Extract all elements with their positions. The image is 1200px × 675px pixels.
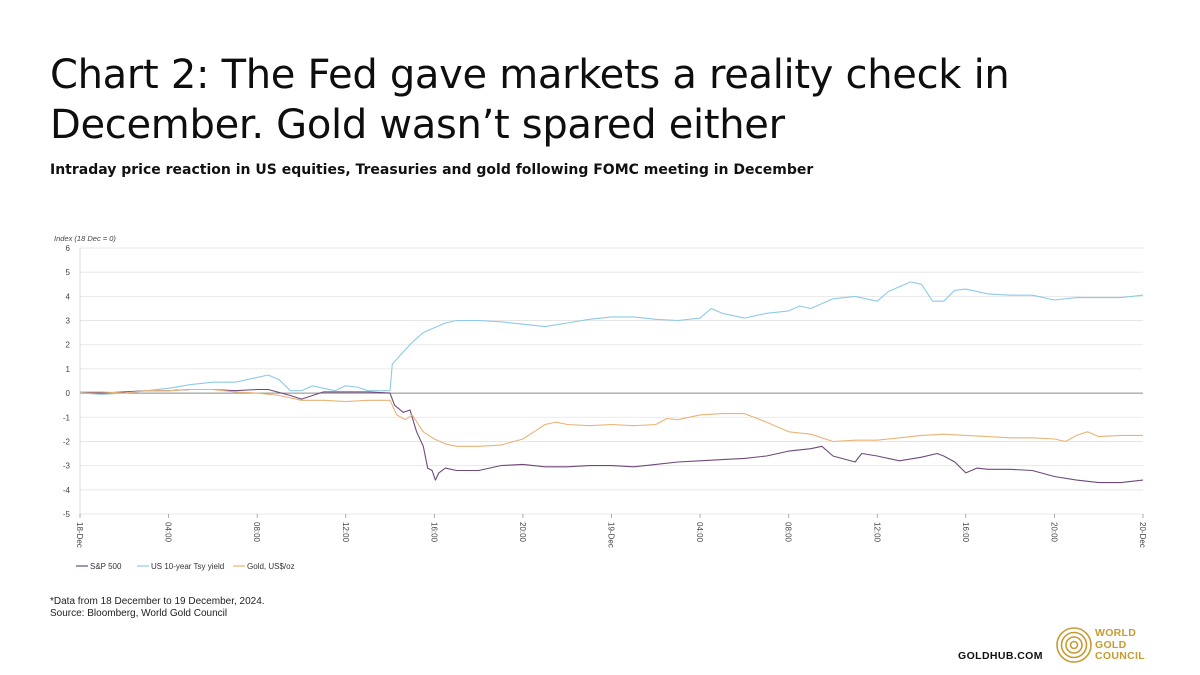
x-tick-label: 18-Dec <box>75 522 84 548</box>
y-tick-label: 5 <box>66 268 71 277</box>
world-gold-council-wordmark: WORLD GOLD COUNCIL <box>1095 627 1145 663</box>
x-tick-label: 12:00 <box>872 522 881 543</box>
y-tick-label: 2 <box>66 341 71 350</box>
y-tick-label: 1 <box>66 365 71 374</box>
x-tick-label: 16:00 <box>429 522 438 543</box>
x-tick-label: 20:00 <box>518 522 527 543</box>
x-tick-label: 20-Dec <box>1138 522 1147 548</box>
page-title: Chart 2: The Fed gave markets a reality … <box>50 52 1010 148</box>
series-line-1 <box>79 281 1144 395</box>
x-tick-label: 20:00 <box>1049 522 1058 543</box>
goldhub-link[interactable]: GOLDHUB.COM <box>958 650 1043 662</box>
footnote: *Data from 18 December to 19 December, 2… <box>50 596 265 620</box>
footnote-data-range: *Data from 18 December to 19 December, 2… <box>50 596 265 607</box>
x-tick-label: 16:00 <box>961 522 970 543</box>
footnote-source: Source: Bloomberg, World Gold Council <box>50 608 228 619</box>
y-tick-label: 6 <box>66 244 71 253</box>
legend: S&P 500 US 10-year Tsy yield Gold, US$/oz <box>76 562 295 571</box>
x-tick-label: 04:00 <box>164 522 173 543</box>
legend-label-1: US 10-year Tsy yield <box>151 562 224 571</box>
wordmark-line-world: WORLD <box>1095 627 1137 639</box>
y-tick-label: 0 <box>66 389 71 398</box>
series-line-0 <box>80 388 1144 484</box>
series-line-2 <box>80 388 1143 447</box>
wordmark-line-council: COUNCIL <box>1095 650 1145 662</box>
y-tick-label: 3 <box>66 317 71 326</box>
legend-label-2: Gold, US$/oz <box>247 562 295 571</box>
world-gold-council-logo-icon <box>1056 627 1092 663</box>
y-axis-label: Index (18 Dec = 0) <box>54 234 116 243</box>
chart-subtitle: Intraday price reaction in US equities, … <box>50 162 814 178</box>
x-tick-label: 08:00 <box>784 522 793 543</box>
x-axis-ticks: 18-Dec 04:00 08:00 12:00 16:00 20:00 19-Dec 04:… <box>75 514 1147 548</box>
x-tick-label: 04:00 <box>695 522 704 543</box>
legend-label-0: S&P 500 <box>90 562 122 571</box>
y-tick-label: 4 <box>66 292 71 301</box>
x-tick-label: 08:00 <box>252 522 261 543</box>
x-tick-label: 12:00 <box>341 522 350 543</box>
x-tick-label: 19-Dec <box>607 522 616 548</box>
y-tick-label: -5 <box>63 510 71 519</box>
y-tick-label: -2 <box>63 437 71 446</box>
y-tick-label: -4 <box>63 486 71 495</box>
y-tick-label: -1 <box>63 413 71 422</box>
y-tick-label: -3 <box>63 462 71 471</box>
y-axis-ticks: 6 5 4 3 2 1 0 -1 -2 -3 -4 -5 <box>63 244 71 519</box>
wordmark-line-gold: GOLD <box>1095 638 1127 651</box>
series-layer <box>79 281 1144 484</box>
